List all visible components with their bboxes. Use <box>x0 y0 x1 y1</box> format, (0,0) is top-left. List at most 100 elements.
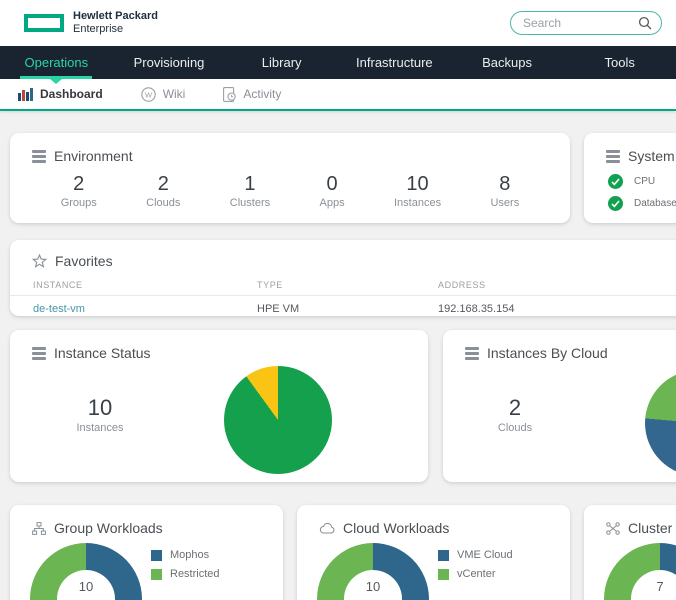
instance-status-value: 10 <box>87 395 113 420</box>
system-status-title-label: System Status <box>628 148 676 164</box>
search-icon[interactable] <box>638 16 652 30</box>
stack-icon <box>32 346 46 360</box>
nav-item-backups[interactable]: Backups <box>482 55 532 70</box>
legend-swatch <box>151 549 162 561</box>
nav-item-library[interactable]: Library <box>261 55 302 70</box>
logo-line1: Hewlett Packard <box>73 9 158 22</box>
stat-apps-value: 0 <box>326 173 338 195</box>
col-address: ADDRESS <box>438 280 486 290</box>
legend-item[interactable]: VME Cloud <box>438 549 513 561</box>
instances-by-cloud-pie-chart[interactable] <box>645 370 676 476</box>
stat-groups-value: 2 <box>73 173 85 195</box>
instance-status-label: Instances <box>76 422 124 434</box>
tab-activity[interactable]: Activity <box>223 86 282 102</box>
instances-by-cloud-stat: 2 Clouds <box>460 395 570 434</box>
favorite-instance-link[interactable]: de-test-vm <box>33 303 85 315</box>
instance-status-pie-chart[interactable] <box>224 366 332 474</box>
legend-label: vCenter <box>457 568 496 580</box>
hpe-logo-icon <box>24 14 64 32</box>
stat-apps-label: Apps <box>319 197 345 209</box>
sub-nav: Dashboard W Wiki Activity <box>0 79 676 111</box>
group-workloads-donut-chart[interactable]: 10 <box>30 543 142 600</box>
environment-stats: 2 Groups 2 Clouds 1 Clusters 0 Apps 10 Instan… <box>10 164 570 209</box>
stat-clouds-value: 2 <box>157 173 169 195</box>
tab-dashboard[interactable]: Dashboard <box>18 87 103 101</box>
environment-card-title: Environment <box>10 133 570 164</box>
stat-instances-label: Instances <box>394 197 442 209</box>
main-nav: Operations Provisioning Library Infrastr… <box>0 46 676 79</box>
stat-users[interactable]: 8 Users <box>490 173 519 209</box>
stat-clusters[interactable]: 1 Clusters <box>230 173 270 209</box>
cloud-icon <box>319 522 335 534</box>
col-instance: INSTANCE <box>33 280 83 290</box>
app-header: Hewlett Packard Enterprise <box>0 0 676 46</box>
stat-clouds-label: Clouds <box>146 197 181 209</box>
legend-swatch <box>438 568 449 580</box>
tab-wiki[interactable]: W Wiki <box>140 86 186 102</box>
group-workloads-total: 10 <box>78 579 94 594</box>
favorite-type-value: HPE VM <box>257 303 300 315</box>
sitemap-icon <box>32 521 46 535</box>
stat-users-label: Users <box>490 197 520 209</box>
stat-clusters-value: 1 <box>244 173 256 195</box>
instances-by-cloud-value: 2 <box>508 395 522 420</box>
stack-icon <box>465 346 479 360</box>
group-workloads-card: Group Workloads 10 Mophos Restricted <box>10 505 283 600</box>
stat-groups[interactable]: 2 Groups <box>61 173 97 209</box>
cloud-workloads-donut-chart[interactable]: 10 <box>317 543 429 600</box>
system-status-card-title: System Status <box>584 133 676 164</box>
instances-by-cloud-label: Clouds <box>497 422 533 434</box>
legend-item[interactable]: Restricted <box>151 568 220 580</box>
col-type: TYPE <box>257 280 283 290</box>
cluster-workloads-card-title: Cluster Workloads <box>584 505 676 536</box>
cloud-workloads-title-label: Cloud Workloads <box>343 520 450 536</box>
status-database-label: Database <box>634 198 676 209</box>
nav-item-provisioning[interactable]: Provisioning <box>133 55 205 70</box>
nav-item-tools[interactable]: Tools <box>604 55 635 70</box>
stat-groups-label: Groups <box>60 197 97 209</box>
cloud-workloads-card: Cloud Workloads 10 VME Cloud vCenter <box>297 505 570 600</box>
group-workloads-card-title: Group Workloads <box>10 505 283 536</box>
instance-status-stat: 10 Instances <box>45 395 155 434</box>
cloud-workloads-donut-hole: 10 <box>344 570 402 600</box>
group-workloads-donut-hole: 10 <box>57 570 115 600</box>
legend-label: Restricted <box>170 568 220 580</box>
stat-apps[interactable]: 0 Apps <box>320 173 345 209</box>
tab-wiki-label: Wiki <box>162 87 186 101</box>
legend-swatch <box>151 568 162 580</box>
svg-text:W: W <box>145 90 153 99</box>
stat-instances[interactable]: 10 Instances <box>394 173 441 209</box>
search-input[interactable] <box>523 16 638 30</box>
legend-item[interactable]: Mophos <box>151 549 220 561</box>
system-status-rows: CPU Database <box>584 164 676 211</box>
nav-item-operations[interactable]: Operations <box>0 46 113 79</box>
cluster-workloads-title-label: Cluster Workloads <box>628 520 676 536</box>
status-cpu-label: CPU <box>634 176 656 187</box>
favorites-table-header: INSTANCE TYPE ADDRESS <box>10 269 676 296</box>
instances-by-cloud-card-title: Instances By Cloud <box>443 330 676 361</box>
check-circle-icon <box>608 174 623 189</box>
legend-label: VME Cloud <box>457 549 513 561</box>
search-box[interactable] <box>510 11 662 35</box>
instances-by-cloud-card: Instances By Cloud 2 Clouds <box>443 330 676 482</box>
cluster-workloads-donut-chart[interactable]: 7 <box>604 543 676 600</box>
status-row-database: Database <box>608 196 676 211</box>
logo-line2: Enterprise <box>73 23 124 35</box>
tab-activity-label: Activity <box>243 87 282 101</box>
favorite-address-value: 192.168.35.154 <box>438 303 515 315</box>
instance-status-title-label: Instance Status <box>54 345 151 361</box>
stat-users-value: 8 <box>499 173 511 195</box>
stack-icon <box>606 149 620 163</box>
instance-status-card: Instance Status 10 Instances <box>10 330 428 482</box>
system-status-card: System Status CPU Database <box>584 133 676 223</box>
stat-clouds[interactable]: 2 Clouds <box>146 173 180 209</box>
group-workloads-title-label: Group Workloads <box>54 520 163 536</box>
group-workloads-legend: Mophos Restricted <box>151 549 220 587</box>
environment-card: Environment 2 Groups 2 Clouds 1 Clusters 0 A… <box>10 133 570 223</box>
cloud-workloads-legend: VME Cloud vCenter <box>438 549 513 587</box>
cloud-workloads-card-title: Cloud Workloads <box>297 505 570 536</box>
cluster-icon <box>606 521 620 535</box>
nav-item-infrastructure[interactable]: Infrastructure <box>356 55 433 70</box>
favorites-title-label: Favorites <box>55 253 113 269</box>
legend-item[interactable]: vCenter <box>438 568 513 580</box>
